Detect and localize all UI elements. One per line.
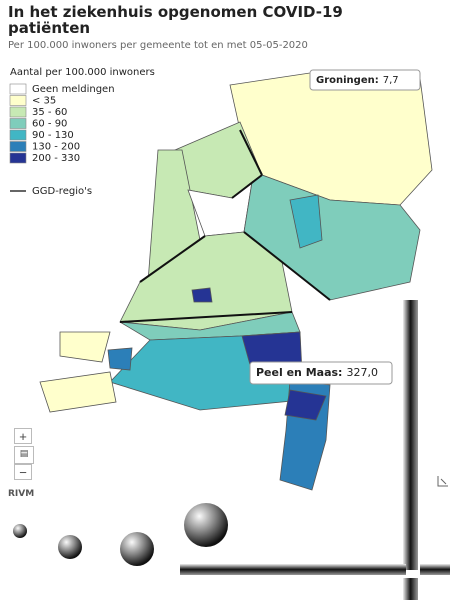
decoration (420, 564, 450, 575)
legend-label: 90 - 130 (32, 130, 74, 141)
region (39, 371, 117, 413)
legend-label: 200 - 330 (32, 153, 80, 164)
legend-swatch (9, 106, 27, 118)
decoration (403, 300, 418, 570)
tooltip-text: Peel en Maas: 327,0 (256, 366, 378, 379)
decoration (403, 578, 418, 600)
zoom-in[interactable]: + (14, 428, 32, 444)
legend-label: Geen meldingen (32, 84, 115, 95)
tooltip-text: Groningen: 7,7 (316, 75, 399, 86)
tooltip (249, 361, 393, 385)
region (289, 194, 323, 249)
region (243, 174, 421, 301)
legend-label: 60 - 90 (32, 119, 67, 130)
decoration (13, 524, 27, 538)
legend-label: < 35 (32, 96, 56, 107)
ggd-boundary (119, 129, 331, 373)
legend-swatch (9, 141, 27, 152)
legend-label: 35 - 60 (32, 107, 67, 118)
subtitle: Per 100.000 inwoners per gemeente tot en… (8, 40, 308, 51)
decoration (58, 535, 82, 559)
legend-swatch (9, 83, 27, 95)
legend-swatch (9, 118, 27, 129)
legend-label: GGD-regio's (32, 186, 92, 197)
region (191, 287, 213, 303)
tooltip-name: Peel en Maas: (256, 366, 342, 379)
region (284, 389, 327, 421)
tooltip-value: 327,0 (346, 366, 378, 379)
decoration (180, 564, 406, 575)
decoration (184, 503, 228, 547)
region (107, 347, 133, 371)
title: In het ziekenhuis opgenomen COVID-19 pat… (8, 3, 343, 37)
tooltip-value: 7,7 (383, 75, 399, 86)
zoom-out[interactable]: − (14, 464, 32, 480)
tooltip (309, 69, 421, 91)
decoration (120, 532, 154, 566)
legend-title: Aantal per 100.000 inwoners (10, 67, 155, 78)
legend-swatch (9, 129, 27, 141)
legend-label: 130 - 200 (32, 142, 80, 153)
region (59, 331, 111, 363)
regions (39, 69, 433, 491)
reset-view[interactable]: ▤ (14, 446, 34, 464)
tooltip-name: Groningen: (316, 75, 379, 86)
icon (437, 476, 448, 487)
legend-swatch (9, 95, 27, 106)
source: RIVM (8, 489, 35, 499)
legend-swatch (9, 152, 27, 164)
